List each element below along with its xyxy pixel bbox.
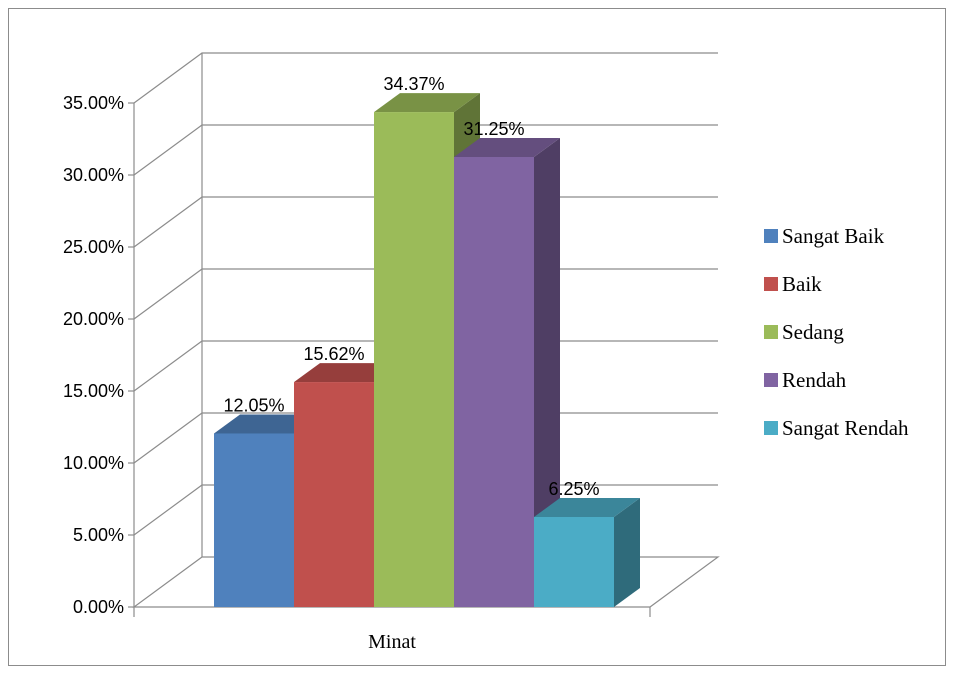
y-tick-label: 0.00% — [73, 597, 124, 617]
bar-top — [454, 138, 560, 157]
legend: Sangat Baik Baik Sedang Rendah Sangat Rendah — [764, 224, 909, 440]
legend-swatch — [764, 229, 778, 243]
category-label: Minat — [368, 631, 416, 653]
bar-sangat-rendah — [534, 498, 640, 607]
data-label: 12.05% — [223, 395, 284, 415]
data-labels: 12.05% 15.62% 34.37% 31.25% 6.25% — [223, 74, 599, 499]
bar-top — [534, 498, 640, 517]
legend-item: Sangat Rendah — [764, 416, 909, 440]
bar-top — [374, 93, 480, 113]
legend-swatch — [764, 325, 778, 339]
legend-swatch — [764, 421, 778, 435]
y-tick-label: 10.00% — [63, 453, 124, 473]
y-tick-label: 5.00% — [73, 525, 124, 545]
bar-front — [294, 382, 374, 607]
gridline — [133, 52, 718, 104]
bar-top — [214, 414, 320, 434]
bar-top — [294, 363, 400, 383]
data-label: 31.25% — [463, 119, 524, 139]
y-tick-label: 20.00% — [63, 309, 124, 329]
y-tick-label: 25.00% — [63, 237, 124, 257]
legend-swatch — [764, 277, 778, 291]
legend-item: Baik — [764, 272, 822, 296]
bar-rendah — [454, 138, 560, 607]
bar-side — [534, 138, 560, 607]
legend-item: Sangat Baik — [764, 224, 885, 248]
legend-item: Rendah — [764, 368, 847, 392]
data-label: 15.62% — [303, 344, 364, 364]
legend-label: Baik — [782, 272, 822, 296]
legend-label: Sedang — [782, 320, 844, 344]
bar-front — [374, 112, 454, 608]
legend-label: Sangat Rendah — [782, 416, 909, 440]
legend-item: Sedang — [764, 320, 844, 344]
data-label: 34.37% — [383, 74, 444, 94]
y-tick-label: 15.00% — [63, 381, 124, 401]
bar-front — [214, 433, 294, 607]
y-tick-label: 35.00% — [63, 93, 124, 113]
legend-swatch — [764, 373, 778, 387]
y-tick-label: 30.00% — [63, 165, 124, 185]
bar-front — [454, 157, 534, 607]
y-axis-ticks: 0.00% 5.00% 10.00% 15.00% 20.00% 25.00% 30.00%… — [63, 93, 134, 617]
legend-label: Sangat Baik — [782, 224, 885, 248]
data-label: 6.25% — [548, 479, 599, 499]
gridline — [133, 124, 718, 176]
bar-side — [614, 498, 640, 607]
bar-front — [534, 517, 614, 607]
bars — [214, 93, 640, 608]
legend-label: Rendah — [782, 368, 847, 392]
